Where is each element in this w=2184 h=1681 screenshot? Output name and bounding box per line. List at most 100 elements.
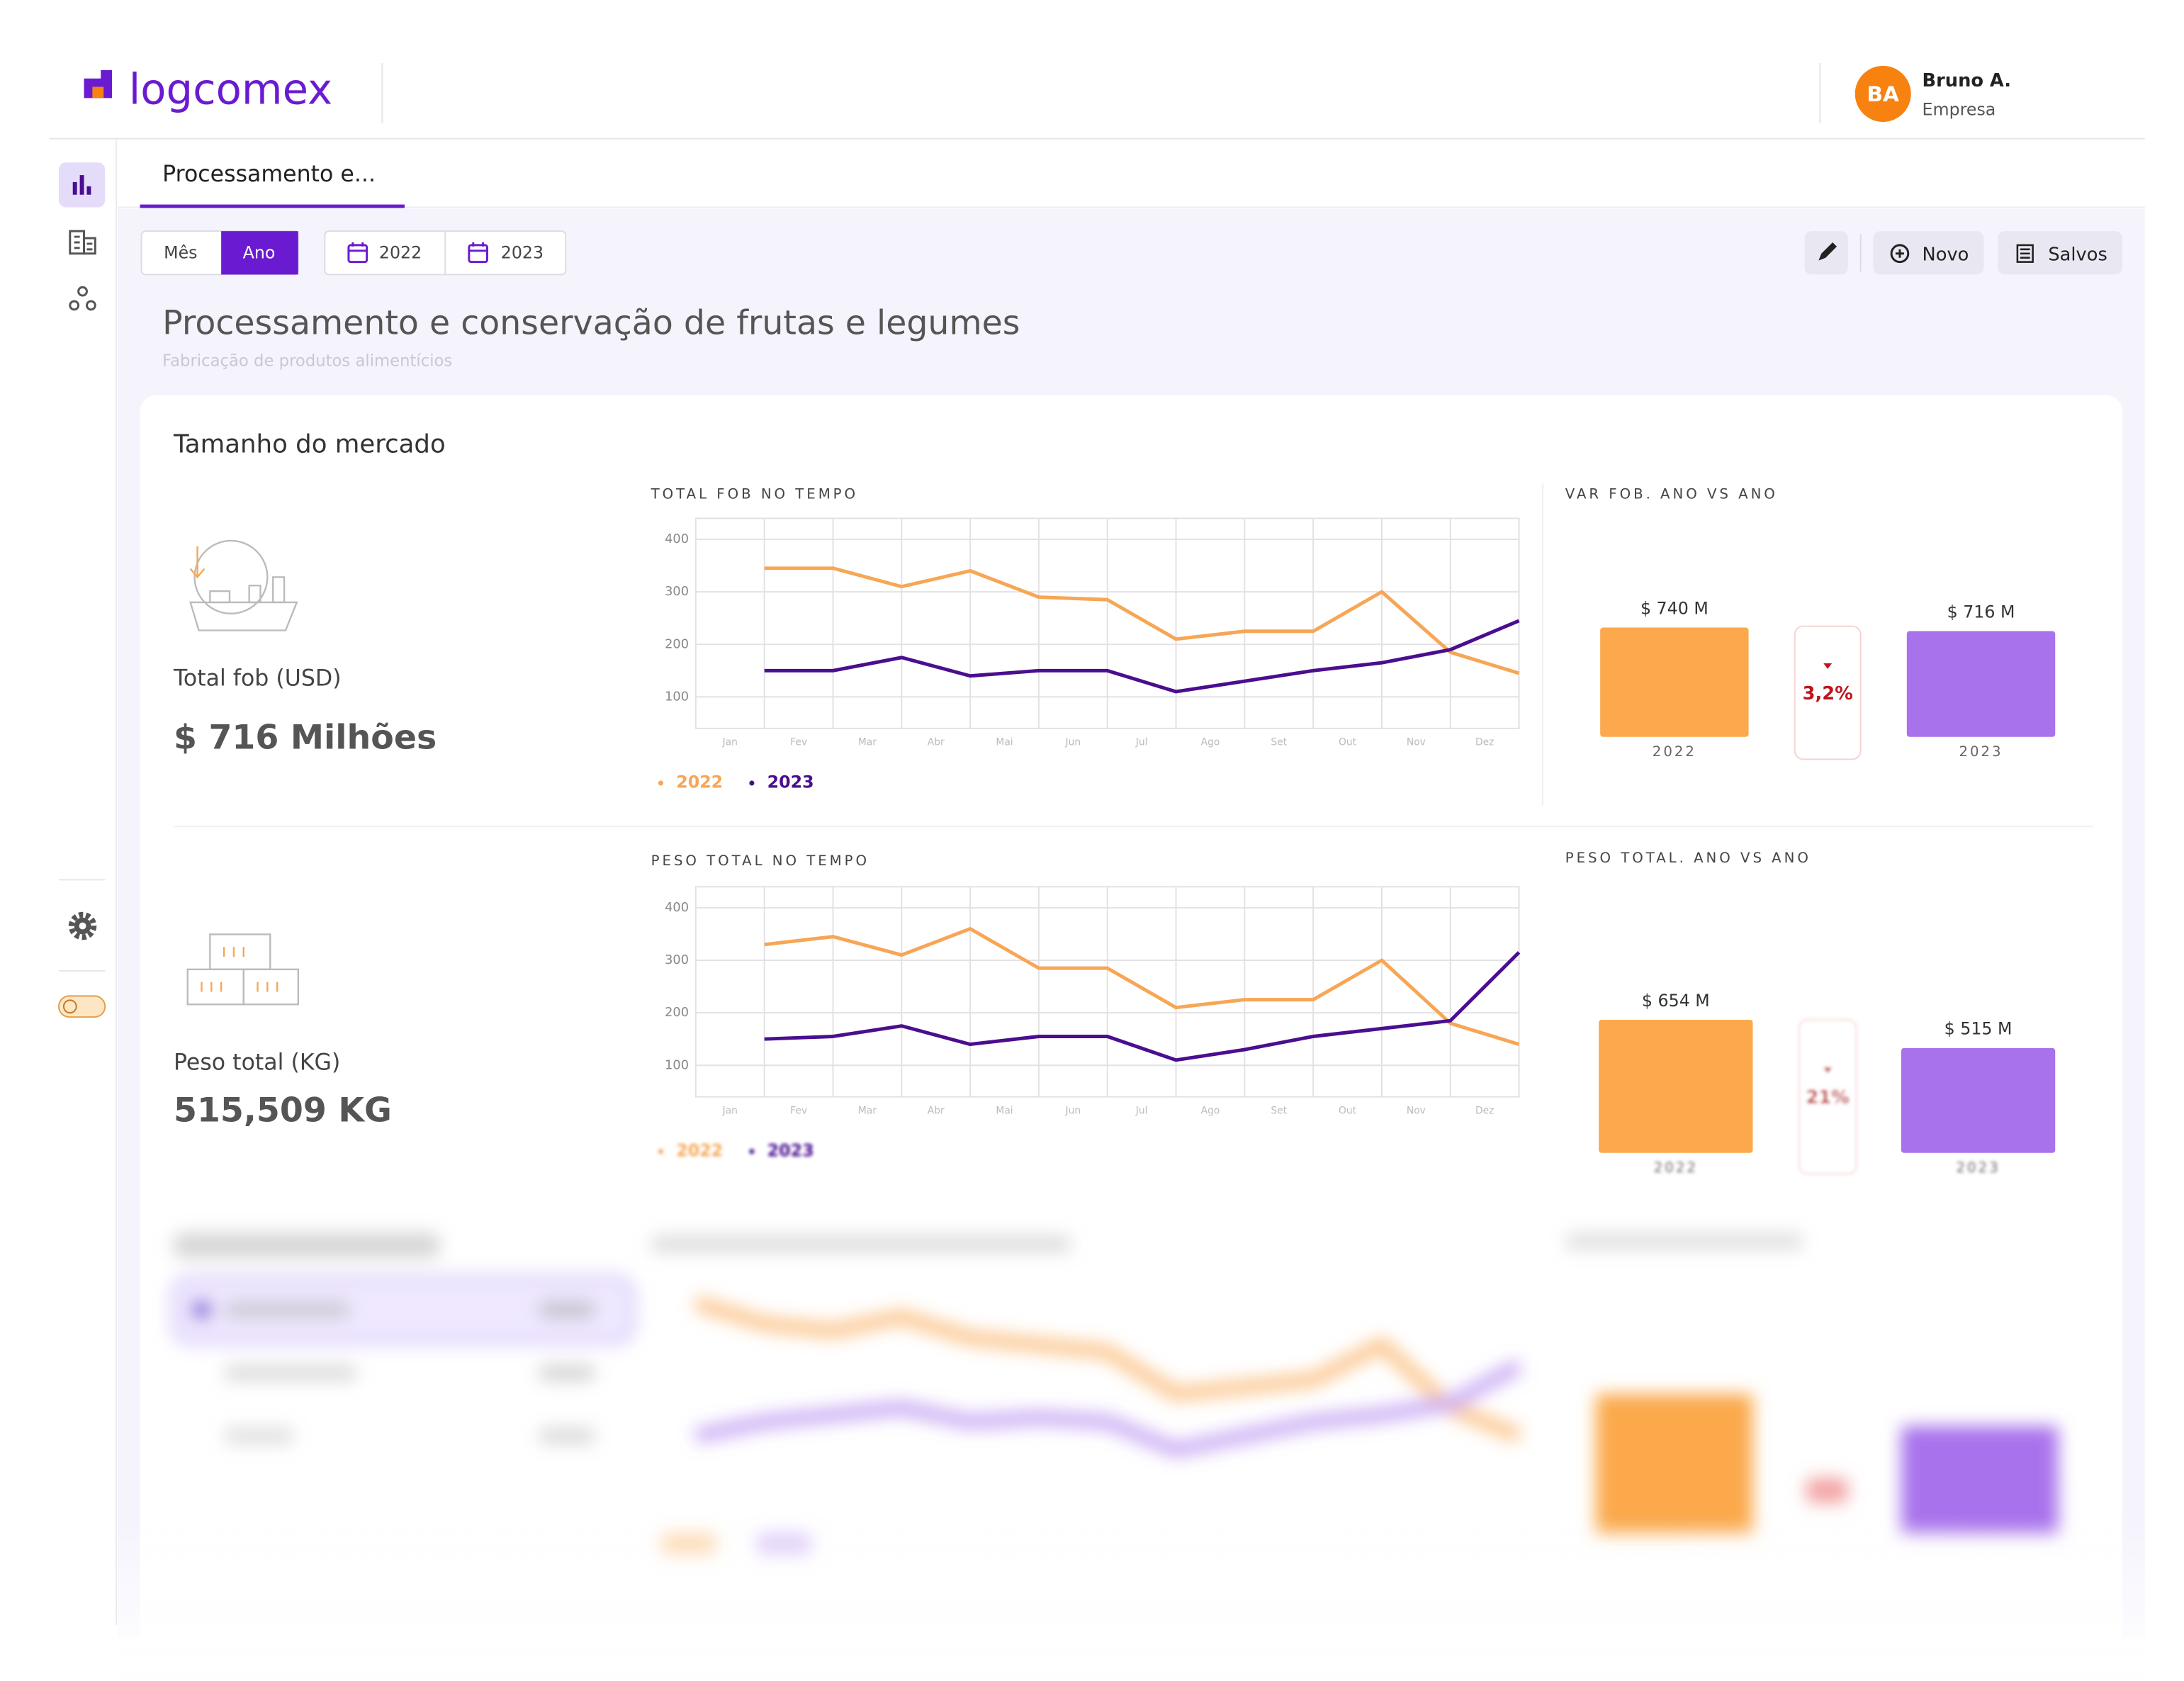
tab-underline (140, 204, 405, 208)
y-tick-label: 100 (665, 689, 689, 704)
metric-value: $ 716 Milhões (174, 719, 437, 758)
metric-label: Total fob (USD) (173, 666, 342, 692)
y-tick-label: 400 (665, 532, 689, 546)
x-tick-label: Jan (722, 737, 738, 748)
nav-charts[interactable] (72, 175, 91, 195)
legend-item: 2023 (749, 772, 814, 792)
nav-companies[interactable] (69, 230, 96, 255)
period-active (221, 231, 298, 275)
down-arrow (1823, 1067, 1833, 1074)
y-tick-label: 300 (665, 584, 689, 599)
chart-title: PESO TOTAL NO TEMPO (651, 853, 869, 869)
legend-marker (749, 1149, 755, 1154)
change-label: 3,2% (1803, 683, 1853, 704)
chart-title: PESO TOTAL. ANO VS ANO (1565, 850, 1811, 866)
section-title: Tamanho do mercado (173, 430, 446, 459)
button-label: Salvos (2048, 244, 2107, 265)
x-tick-label: Set (1271, 1105, 1287, 1116)
legend-marker (658, 1149, 664, 1154)
x-tick-label: Mai (996, 1105, 1013, 1116)
line-series (764, 927, 1520, 1046)
down-arrow (1823, 663, 1833, 669)
page-subtitle: Fabricação de produtos alimentícios (162, 352, 452, 370)
x-tick-label: Abr (928, 1105, 945, 1116)
calendar-icon (347, 242, 368, 264)
legend-item: 2022 (658, 1140, 723, 1160)
avatar[interactable] (1854, 65, 1911, 122)
tab-label[interactable]: Processamento e... (162, 162, 376, 187)
legend-label: 2023 (767, 772, 814, 792)
y-tick-label: 400 (665, 900, 689, 915)
x-tick-label: Dez (1475, 737, 1494, 748)
boxes-icon (186, 933, 299, 1006)
bar (1600, 627, 1749, 737)
badge-box (1794, 625, 1862, 760)
legend-label: 2022 (676, 772, 723, 792)
chart-title: TOTAL FOB NO TEMPO (651, 485, 858, 502)
legend-item: 2023 (749, 1140, 814, 1160)
bar-category-label: 2023 (1957, 1159, 2000, 1176)
year-option[interactable]: 2023 (501, 242, 544, 262)
legend-label: 2022 (676, 1140, 723, 1160)
charts: 100 200 300 400 Jan Fev Mar Abr Mai Jun Jul Ago Set O… (658, 517, 2056, 1176)
x-tick-label: Jun (1065, 737, 1081, 748)
x-tick-label: Jan (722, 1105, 738, 1116)
legend-label: 2023 (767, 1140, 814, 1160)
chart-title: VAR FOB. ANO VS ANO (1565, 485, 1778, 502)
badge-box (1798, 1019, 1857, 1175)
new-button[interactable] (1873, 231, 1984, 275)
x-tick-label: Mar (858, 1105, 877, 1116)
user-name: Bruno A. (1923, 70, 2011, 91)
x-tick-label: Abr (928, 737, 945, 748)
bar-value-label: $ 515 M (1944, 1019, 2013, 1039)
page-title: Processamento e conservação de frutas e … (162, 304, 1020, 343)
change-badge: 21% (1798, 1019, 1857, 1175)
line-series (764, 566, 1520, 675)
nav-network[interactable] (69, 286, 96, 311)
change-badge: 3,2% (1794, 625, 1862, 760)
year-option[interactable]: 2022 (379, 242, 422, 262)
logo[interactable]: logcomex (84, 65, 333, 114)
metric-value: 515,509 KG (174, 1091, 392, 1130)
x-tick-label: Ago (1201, 737, 1220, 748)
bar (1901, 1047, 2056, 1153)
avatar-initials: BA (1867, 81, 1899, 106)
x-tick-label: Jun (1065, 1105, 1081, 1116)
logo-text: logcomex (129, 65, 332, 114)
bar-value-label: $ 716 M (1947, 602, 2015, 622)
metric-label: Peso total (KG) (174, 1050, 340, 1075)
bar-category-label: 2022 (1654, 1159, 1698, 1176)
theme-toggle[interactable] (57, 995, 106, 1018)
legend-marker (658, 780, 664, 786)
button-label: Novo (1923, 244, 1969, 265)
bar (1906, 631, 2056, 737)
user-role: Empresa (1923, 100, 1996, 120)
saved-button[interactable] (1998, 231, 2123, 275)
calendar-icon (468, 242, 489, 264)
ship-icon (189, 539, 298, 631)
bar (1599, 1020, 1753, 1153)
nav-settings[interactable] (68, 911, 97, 940)
x-tick-label: Nov (1407, 737, 1426, 748)
list-icon (2016, 244, 2034, 263)
line-series (764, 951, 1521, 1062)
plus-icon (1896, 249, 1904, 258)
period-option[interactable]: Ano (243, 242, 276, 262)
period-option[interactable]: Mês (164, 242, 197, 262)
change-label: 21% (1806, 1087, 1849, 1108)
x-tick-label: Dez (1475, 1105, 1494, 1116)
logo-icon-accent (92, 86, 104, 99)
tab-bar (117, 140, 2145, 208)
bar-category-label: 2022 (1653, 743, 1696, 760)
x-tick-label: Jul (1135, 737, 1148, 748)
y-tick-label: 100 (665, 1057, 689, 1072)
x-tick-label: Jul (1135, 1105, 1148, 1116)
line-series (764, 619, 1520, 694)
x-tick-label: Ago (1201, 1105, 1220, 1116)
y-tick-label: 200 (665, 1005, 689, 1020)
x-tick-label: Out (1339, 1105, 1357, 1116)
plus-icon (1890, 244, 1910, 264)
x-tick-label: Nov (1407, 1105, 1426, 1116)
x-tick-label: Fev (790, 1105, 807, 1116)
